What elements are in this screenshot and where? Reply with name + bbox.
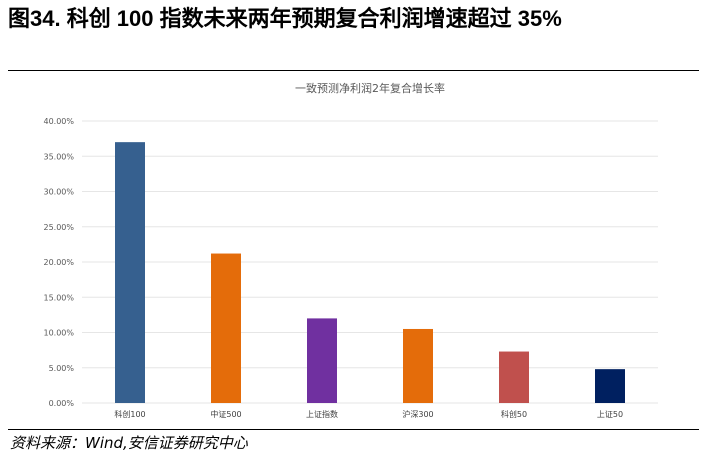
y-tick-label: 35.00% [43,152,74,161]
x-tick-label: 中证500 [210,409,241,419]
x-tick-label: 沪深300 [402,409,433,419]
y-tick-label: 5.00% [49,364,75,373]
bar-3 [403,328,433,403]
bar-5 [595,369,625,403]
source-note: 资料来源：Wind,安信证券研究中心 [10,434,248,452]
x-tick-label: 上证50 [597,410,623,419]
bar-0 [115,142,145,403]
y-tick-label: 20.00% [43,258,74,267]
x-tick-label: 上证指数 [306,409,338,419]
y-tick-label: 25.00% [43,223,74,232]
x-tick-label: 科创100 [114,409,145,419]
x-tick-label: 科创50 [501,409,527,419]
y-tick-label: 0.00% [49,399,75,408]
bar-4 [499,351,529,403]
figure-title: 图34. 科创 100 指数未来两年预期复合利润增速超过 35% [8,6,562,31]
y-tick-label: 15.00% [43,293,74,302]
y-tick-label: 30.00% [43,188,74,197]
bar-1 [211,253,241,403]
bar-2 [307,318,337,403]
chart-title: 一致预测净利润2年复合增长率 [295,81,445,95]
title-divider [8,70,699,71]
source-divider [8,429,699,430]
y-tick-label: 10.00% [43,329,74,338]
y-tick-label: 40.00% [43,117,74,126]
